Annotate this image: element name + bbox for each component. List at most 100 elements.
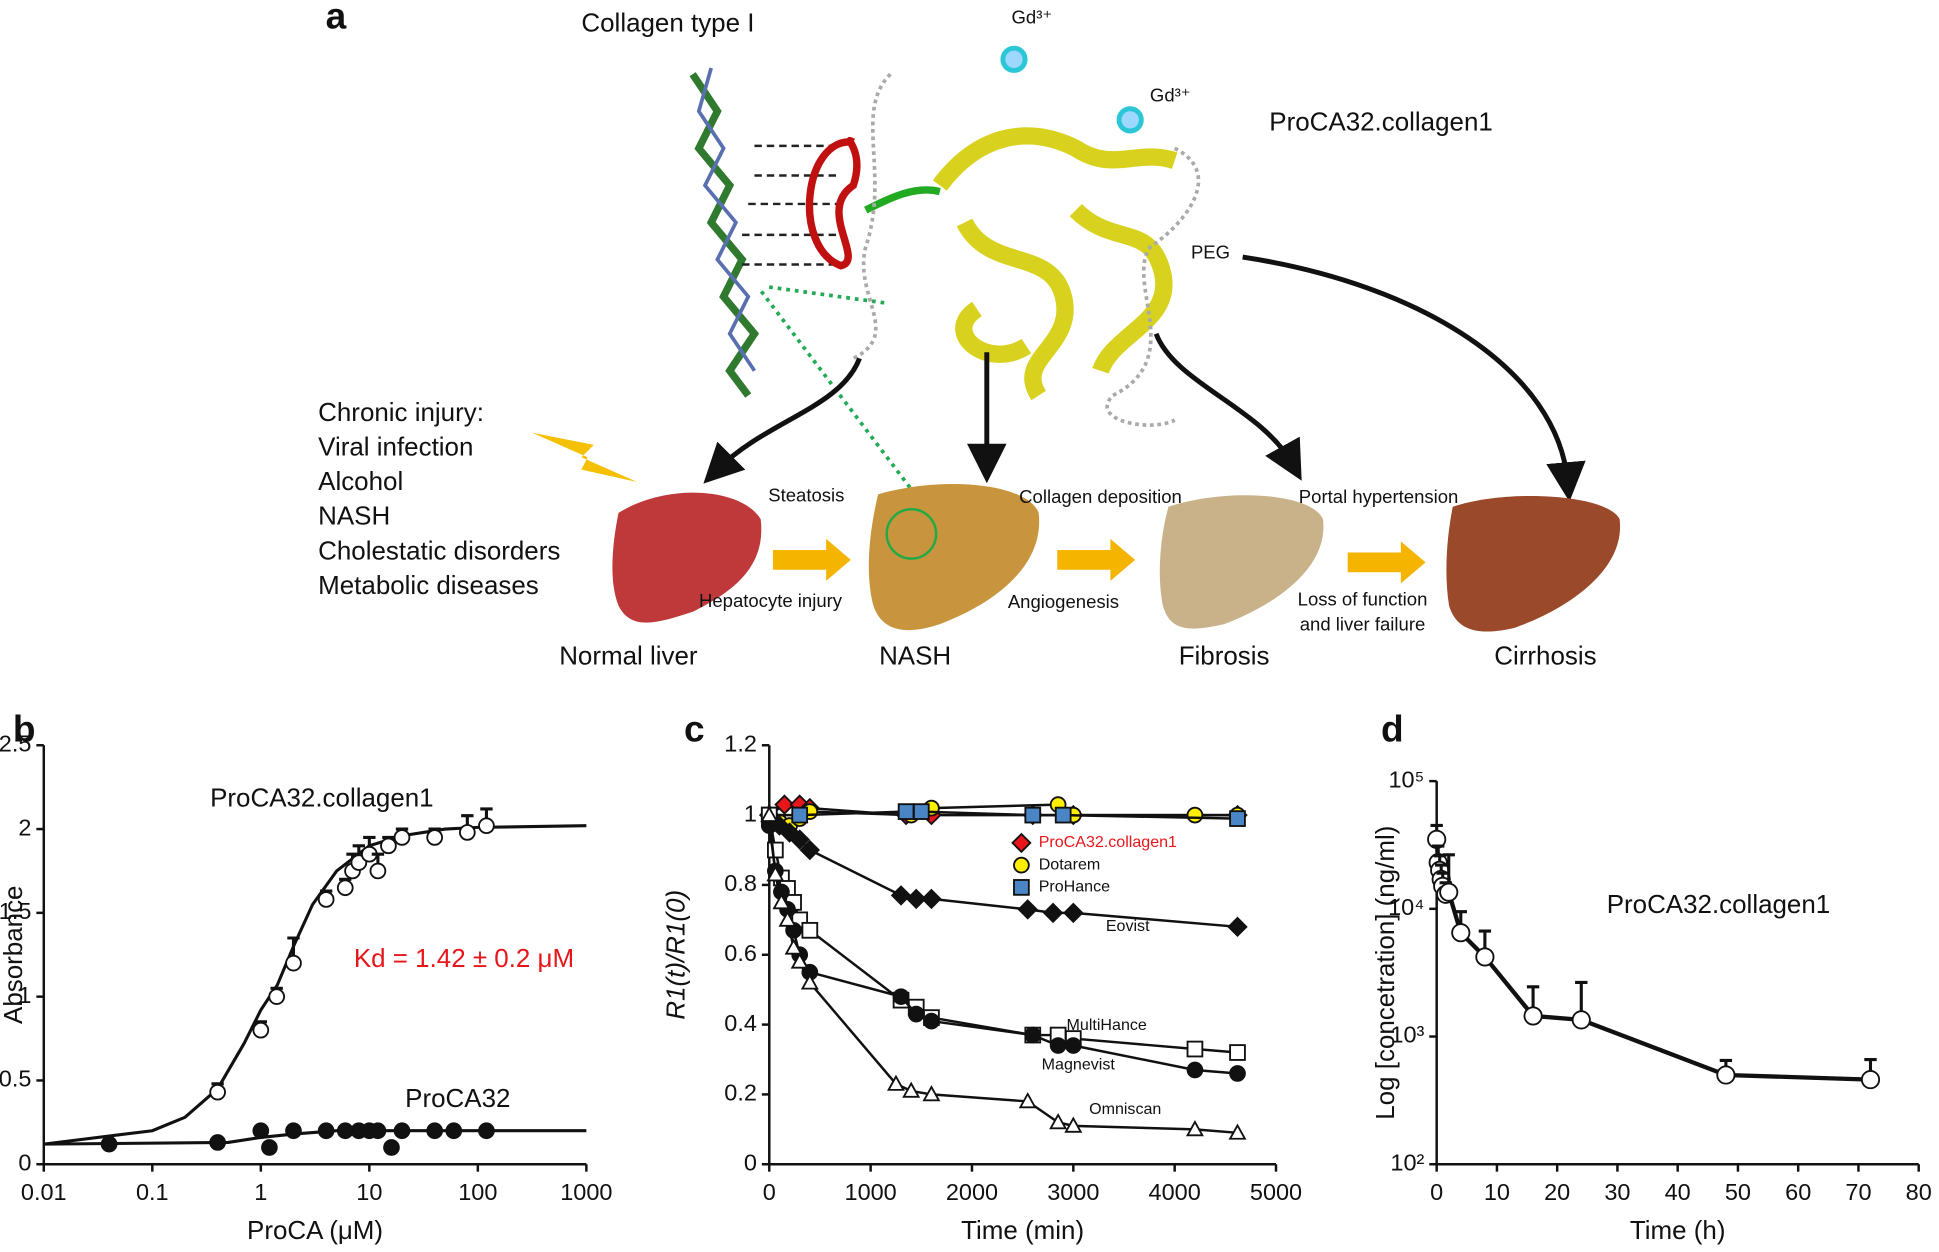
x-tick-label: 1 <box>254 1179 267 1205</box>
label: Portal hypertension <box>1299 486 1459 507</box>
marker <box>393 1122 411 1140</box>
panel-label: d <box>1381 707 1404 749</box>
marker <box>922 1085 941 1102</box>
marker <box>1024 806 1042 824</box>
label: NASH <box>318 503 390 531</box>
label: Angiogenesis <box>1008 591 1119 612</box>
x-tick-label: 20 <box>1544 1179 1570 1205</box>
marker <box>478 817 495 835</box>
label: and liver failure <box>1300 613 1426 634</box>
label: Normal liver <box>559 642 698 670</box>
y-tick-label: 10⁴ <box>1388 894 1424 920</box>
marker <box>1064 1037 1082 1054</box>
x-axis-label: Time (h) <box>1630 1217 1726 1245</box>
gd-site <box>1000 45 1144 134</box>
series-label: ProCA32.collagen1 <box>1607 891 1831 919</box>
marker <box>478 1122 495 1140</box>
marker <box>369 862 387 880</box>
series-label: Magnevist <box>1042 1056 1116 1074</box>
marker <box>369 1122 387 1140</box>
marker <box>209 1134 226 1151</box>
marker <box>789 829 810 850</box>
marker <box>1229 1044 1246 1061</box>
label: PEG <box>1191 241 1230 262</box>
marker <box>445 1122 463 1140</box>
marker <box>766 865 785 882</box>
label: Fibrosis <box>1179 642 1270 670</box>
y-tick-label: 0.2 <box>724 1080 757 1106</box>
x-axis-label: Time (min) <box>961 1217 1084 1245</box>
marker <box>907 1005 925 1023</box>
marker <box>921 888 942 910</box>
marker <box>1186 1061 1204 1079</box>
label: Loss of function <box>1298 589 1428 610</box>
x-tick-label: 80 <box>1906 1179 1932 1205</box>
y-tick-label: 0.5 <box>0 1066 31 1092</box>
y-tick-label: 2 <box>18 814 31 840</box>
marker <box>772 893 791 910</box>
x-tick-label: 100 <box>458 1179 497 1205</box>
y-tick-label: 0 <box>744 1149 757 1175</box>
peptide <box>805 137 861 270</box>
x-tick-label: 70 <box>1845 1179 1871 1205</box>
legend-label: ProCA32.collagen1 <box>1039 833 1177 851</box>
marker <box>1451 923 1471 943</box>
linker <box>864 186 941 214</box>
liver <box>612 492 762 623</box>
series-label: ProCA32 <box>405 1085 510 1113</box>
x-tick-label: 50 <box>1725 1179 1751 1205</box>
x-tick-label: 30 <box>1604 1179 1630 1205</box>
marker <box>1018 1092 1037 1109</box>
label: NASH <box>879 642 951 670</box>
marker <box>1185 1120 1204 1137</box>
y-tick-label: 1.2 <box>724 730 757 756</box>
marker <box>784 938 803 955</box>
arrow <box>703 254 1586 502</box>
marker <box>1017 899 1038 920</box>
marker <box>458 824 476 841</box>
marker <box>890 885 912 906</box>
marker <box>912 803 930 820</box>
x-tick-label: 0 <box>763 1179 776 1205</box>
marker <box>1049 1037 1067 1054</box>
marker <box>1228 1123 1247 1140</box>
marker <box>1229 810 1246 827</box>
liver <box>1446 495 1621 632</box>
label: Collagen deposition <box>1019 486 1182 507</box>
marker <box>252 1021 270 1039</box>
x-tick-label: 1000 <box>845 1179 897 1205</box>
marker <box>892 988 910 1005</box>
marker <box>1571 1010 1591 1030</box>
x-tick-label: 1000 <box>560 1179 612 1205</box>
y-tick-label: 0.6 <box>724 940 757 966</box>
panel-label: b <box>13 707 36 749</box>
liver <box>868 483 1040 631</box>
marker <box>268 988 286 1005</box>
marker <box>923 1012 940 1030</box>
y-tick-label: 0.4 <box>724 1010 757 1036</box>
x-tick-label: 5000 <box>1250 1179 1302 1205</box>
series-line <box>768 814 1238 1135</box>
legend-label: ProHance <box>1039 878 1110 896</box>
x-tick-label: 2000 <box>946 1179 998 1205</box>
marker <box>393 829 411 846</box>
peg-chain <box>852 72 892 361</box>
y-axis-label: Log [concetration] (ng/ml) <box>1372 826 1400 1120</box>
x-tick-label: 10 <box>356 1179 382 1205</box>
series-line <box>1434 839 1871 1082</box>
label: Chronic injury: <box>318 399 484 427</box>
dotted-arrow <box>766 284 885 305</box>
marker <box>380 837 397 855</box>
label: Gd³⁺ <box>1012 6 1053 27</box>
legend-swatch <box>1011 832 1032 854</box>
marker <box>767 841 784 859</box>
marker <box>774 794 795 815</box>
marker <box>800 973 819 990</box>
marker <box>1049 1113 1068 1130</box>
x-tick-label: 0.01 <box>21 1179 67 1205</box>
marker <box>1229 1065 1246 1082</box>
dotted-arrow <box>759 289 917 496</box>
liver <box>1159 495 1324 629</box>
marker <box>1523 1006 1543 1026</box>
marker <box>902 1081 921 1098</box>
